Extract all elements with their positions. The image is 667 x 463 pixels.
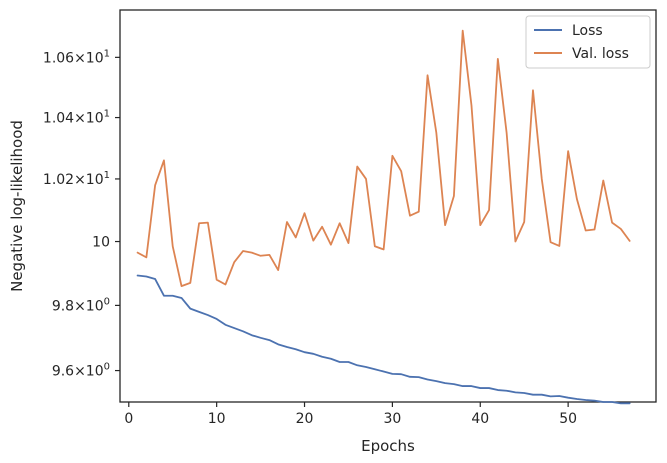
y-tick-label: 10 bbox=[92, 235, 110, 251]
x-axis-ticks: 0 10 20 30 40 50 bbox=[124, 402, 577, 427]
y-axis-ticks: 9.6×100 9.8×100 10 1.02×101 1.04×101 1.06×101 bbox=[43, 48, 120, 380]
x-tick-label: 0 bbox=[124, 411, 133, 427]
legend-label-loss: Loss bbox=[572, 23, 603, 39]
y-tick-label: 9.8×100 bbox=[52, 296, 110, 314]
series-line-loss bbox=[136, 274, 631, 405]
x-tick-label: 30 bbox=[383, 411, 401, 427]
x-axis-label: Epochs bbox=[361, 437, 415, 455]
legend-label-val-loss: Val. loss bbox=[572, 46, 629, 62]
y-tick-label: 1.06×101 bbox=[43, 48, 110, 66]
series-line-val-loss bbox=[136, 29, 631, 288]
series-lines bbox=[136, 29, 631, 405]
y-tick-label: 1.04×101 bbox=[43, 109, 110, 127]
x-tick-label: 50 bbox=[559, 411, 577, 427]
y-tick-label: 1.02×101 bbox=[43, 170, 110, 188]
y-axis-label: Negative log-likelihood bbox=[8, 120, 26, 292]
legend: Loss Val. loss bbox=[525, 15, 651, 69]
x-tick-label: 10 bbox=[208, 411, 226, 427]
y-tick-label: 9.6×100 bbox=[52, 362, 110, 380]
x-tick-label: 20 bbox=[296, 411, 314, 427]
x-tick-label: 40 bbox=[471, 411, 489, 427]
